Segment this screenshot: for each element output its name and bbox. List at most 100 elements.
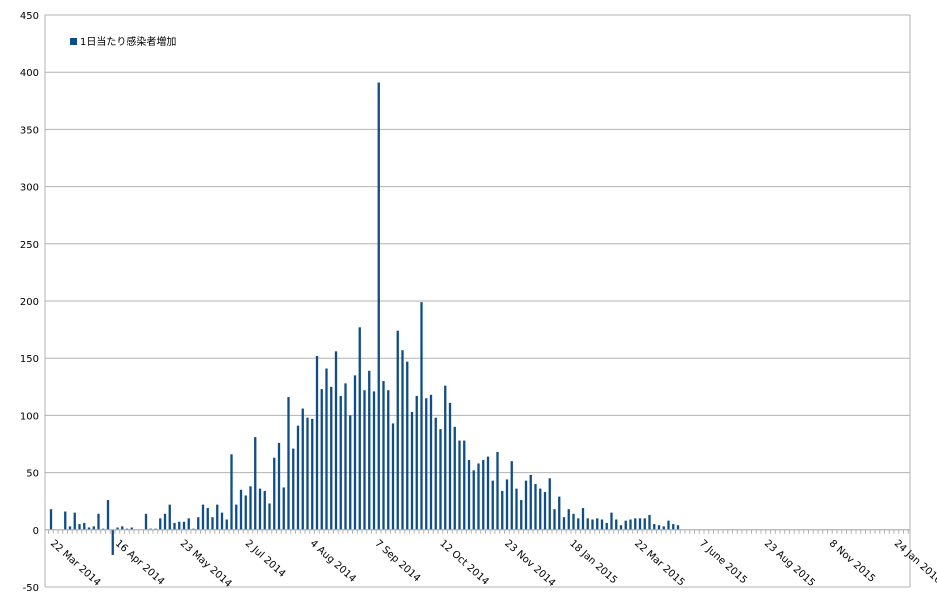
x-axis: 22 Mar 2014 16 Apr 2014 23 May 2014 2 Jul 2… (48, 529, 937, 590)
bar (520, 500, 523, 530)
bar (387, 390, 390, 530)
bar (657, 525, 661, 530)
x-tick-label: 23 Aug 2015 (762, 538, 817, 589)
bar (330, 386, 333, 530)
bar (434, 417, 437, 530)
bar (87, 527, 91, 530)
bar (391, 423, 395, 530)
bar (372, 391, 376, 530)
bar (244, 495, 247, 530)
bar (334, 351, 338, 530)
bar (467, 460, 471, 530)
bar (672, 524, 675, 530)
bar (596, 518, 599, 530)
bar (263, 490, 266, 530)
bar (277, 442, 281, 530)
y-tick-label: -50 (23, 583, 39, 594)
bar (182, 521, 186, 530)
bar (268, 503, 271, 530)
bar (239, 489, 243, 530)
bar (619, 525, 623, 530)
bar (344, 383, 347, 530)
bar (529, 474, 532, 530)
y-tick-label: 350 (20, 125, 39, 136)
bar (325, 368, 328, 530)
bar (258, 488, 262, 530)
bar (64, 511, 67, 530)
bar (339, 395, 342, 530)
x-tick-label: 22 Mar 2014 (48, 538, 102, 589)
bar (220, 512, 224, 530)
bar (586, 518, 589, 530)
bar (144, 513, 148, 530)
bar (254, 437, 257, 530)
bar (235, 504, 238, 530)
bar (448, 402, 452, 530)
bar (472, 470, 475, 530)
bar (401, 350, 404, 530)
bar (163, 513, 167, 530)
bar (353, 375, 357, 530)
bar (415, 395, 418, 530)
bar (73, 512, 76, 530)
x-tick-label: 18 Jan 2015 (567, 538, 619, 586)
bar (515, 488, 518, 530)
bar (581, 508, 585, 530)
bar (605, 522, 608, 530)
bar (197, 517, 200, 530)
bar (572, 513, 575, 530)
legend-swatch (70, 38, 77, 45)
bar (102, 528, 105, 530)
x-tick-label: 8 Nov 2015 (827, 538, 877, 585)
y-tick-label: 50 (26, 469, 39, 480)
bar (548, 478, 551, 530)
bar (615, 519, 618, 530)
x-tick-label: 7 June 2015 (697, 538, 749, 586)
y-tick-label: 400 (20, 68, 39, 79)
bar (382, 381, 385, 530)
y-tick-label: 150 (20, 354, 39, 365)
bar (524, 480, 528, 530)
bar (648, 514, 651, 530)
y-tick-label: 200 (20, 297, 39, 308)
bar (83, 522, 86, 530)
y-tick-label: 300 (20, 183, 39, 194)
bar (311, 418, 314, 530)
y-axis: -50 0 50 100 150 200 250 300 350 400 450 (20, 11, 39, 594)
bar (292, 448, 295, 530)
bar (643, 518, 646, 530)
bar (192, 528, 195, 530)
bar (501, 490, 504, 530)
bar (458, 440, 461, 530)
bar (187, 518, 190, 530)
legend-label: 1日当たり感染者増加 (80, 35, 176, 48)
bar (78, 524, 81, 530)
bar (130, 527, 133, 530)
x-tick-label: 12 Oct 2014 (437, 538, 490, 588)
bar (320, 389, 323, 530)
bar (116, 527, 119, 530)
bar (444, 385, 447, 530)
bar (624, 520, 627, 530)
bar (553, 509, 556, 530)
bar (230, 454, 233, 530)
bar (49, 509, 53, 530)
bar (97, 513, 100, 530)
x-tick-label: 24 Jan 2016 (892, 538, 937, 586)
bar (634, 518, 637, 530)
bar (410, 411, 414, 530)
bar (377, 82, 380, 530)
bar (463, 440, 466, 530)
bar (477, 463, 480, 530)
y-tick-label: 250 (20, 240, 39, 251)
bar (363, 390, 366, 530)
bar (249, 486, 252, 530)
bar (92, 526, 95, 530)
bar (558, 496, 561, 530)
bar (168, 504, 171, 530)
bar (543, 492, 547, 530)
bar (282, 487, 285, 530)
bar (425, 398, 428, 530)
bar (121, 526, 124, 530)
bar (496, 452, 499, 530)
